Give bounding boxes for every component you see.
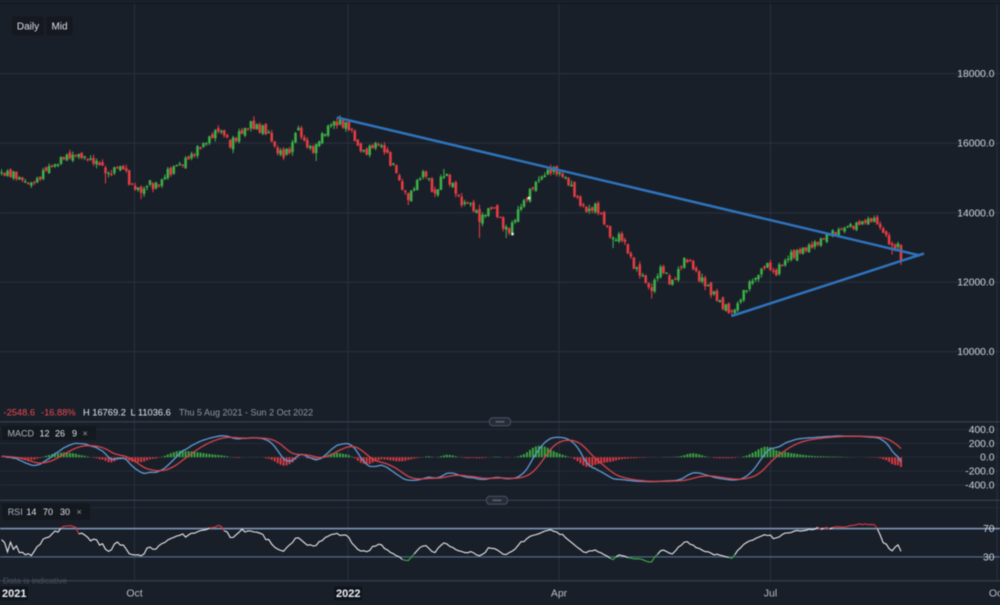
svg-text:MACD: MACD — [8, 429, 35, 439]
svg-text:26: 26 — [55, 429, 65, 439]
svg-text:H 16769.2: H 16769.2 — [83, 408, 126, 418]
svg-text:Oct: Oct — [989, 588, 1000, 600]
svg-text:2021: 2021 — [2, 588, 26, 600]
svg-text:L 11036.6: L 11036.6 — [131, 408, 171, 418]
svg-text:-200.0: -200.0 — [965, 467, 994, 478]
svg-text:14: 14 — [26, 507, 36, 517]
svg-text:-400.0: -400.0 — [965, 481, 994, 492]
svg-text:Jul: Jul — [764, 588, 777, 600]
svg-text:18000.0: 18000.0 — [957, 69, 994, 80]
svg-text:400.0: 400.0 — [969, 425, 995, 436]
svg-text:70: 70 — [43, 507, 53, 517]
svg-text:12: 12 — [40, 429, 50, 439]
svg-text:RSI: RSI — [8, 507, 23, 517]
svg-text:0.0: 0.0 — [980, 453, 995, 464]
svg-text:12000.0: 12000.0 — [957, 278, 994, 289]
svg-text:Apr: Apr — [551, 588, 568, 600]
svg-text:10000.0: 10000.0 — [957, 347, 994, 358]
svg-text:Daily: Daily — [17, 22, 39, 33]
svg-text:200.0: 200.0 — [969, 439, 995, 450]
svg-text:-16.88%: -16.88% — [41, 408, 76, 418]
svg-text:14000.0: 14000.0 — [957, 208, 994, 219]
svg-text:9: 9 — [72, 429, 77, 439]
svg-text:2022: 2022 — [336, 588, 360, 600]
svg-text:×: × — [83, 429, 88, 439]
svg-text:Data is indicative: Data is indicative — [3, 576, 68, 586]
svg-text:Oct: Oct — [126, 588, 142, 600]
svg-text:70: 70 — [983, 524, 995, 535]
svg-text:Mid: Mid — [51, 22, 67, 33]
svg-text:×: × — [77, 507, 82, 517]
svg-text:30: 30 — [983, 552, 995, 563]
svg-text:Thu 5 Aug 2021 - Sun 2 Oct 202: Thu 5 Aug 2021 - Sun 2 Oct 2022 — [179, 408, 313, 418]
svg-text:-2548.6: -2548.6 — [4, 408, 36, 418]
svg-text:30: 30 — [60, 507, 70, 517]
svg-text:16000.0: 16000.0 — [957, 139, 994, 150]
